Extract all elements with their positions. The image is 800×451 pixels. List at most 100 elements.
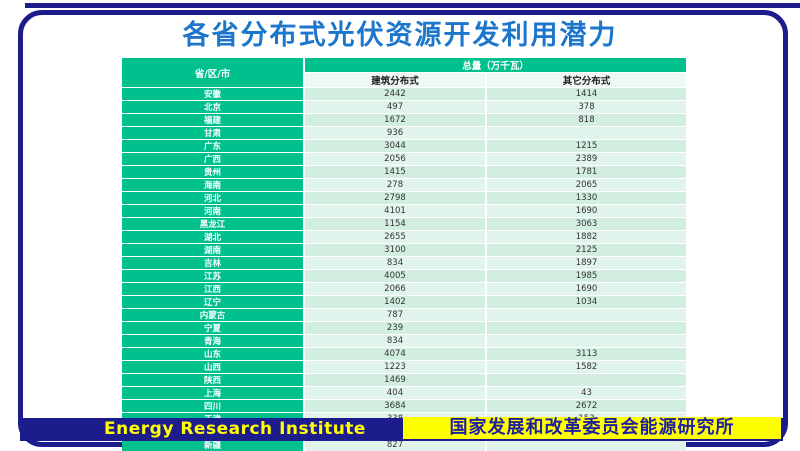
column-header-province: 省/区/市 [122,58,305,88]
province-name-cell: 河北 [122,192,305,205]
building-distributed-value-cell: 3044 [305,140,487,153]
province-name-cell: 江西 [122,283,305,296]
building-distributed-value-cell: 1223 [305,361,487,374]
province-name-cell: 海南 [122,179,305,192]
table-row: 内蒙古 787 [122,309,687,322]
other-distributed-value-cell [487,322,687,335]
other-distributed-value-cell [487,127,687,140]
other-distributed-value-cell: 2672 [487,400,687,413]
other-distributed-value-cell: 3063 [487,218,687,231]
province-name-cell: 陕西 [122,374,305,387]
table-row: 陕西 1469 [122,374,687,387]
building-distributed-value-cell: 4074 [305,348,487,361]
table-row: 四川 3684 2672 [122,400,687,413]
other-distributed-value-cell: 1882 [487,231,687,244]
building-distributed-value-cell: 2798 [305,192,487,205]
table-row: 黑龙江 1154 3063 [122,218,687,231]
table-row: 江苏 4005 1985 [122,270,687,283]
other-distributed-value-cell: 2389 [487,153,687,166]
table-row: 上海 404 43 [122,387,687,400]
province-name-cell: 江苏 [122,270,305,283]
table-row: 河北 2798 1330 [122,192,687,205]
table-row: 海南 278 2065 [122,179,687,192]
building-distributed-value-cell: 497 [305,101,487,114]
table-row: 湖北 2655 1882 [122,231,687,244]
table-row: 甘肃 936 [122,127,687,140]
province-name-cell: 青海 [122,335,305,348]
other-distributed-value-cell: 3113 [487,348,687,361]
building-distributed-value-cell: 2066 [305,283,487,296]
building-distributed-value-cell: 827 [305,439,487,451]
province-name-cell: 宁夏 [122,322,305,335]
province-name-cell: 上海 [122,387,305,400]
footer-institute-name-english: Energy Research Institute [104,419,366,439]
column-header-other-distributed: 其它分布式 [487,73,687,88]
province-name-cell: 内蒙古 [122,309,305,322]
table-row: 福建 1672 818 [122,114,687,127]
province-name-cell: 福建 [122,114,305,127]
province-name-cell: 黑龙江 [122,218,305,231]
province-name-cell: 山西 [122,361,305,374]
table-row: 贵州 1415 1781 [122,166,687,179]
province-name-cell: 广西 [122,153,305,166]
table-row: 湖南 3100 2125 [122,244,687,257]
province-name-cell: 湖北 [122,231,305,244]
column-header-building-distributed: 建筑分布式 [305,73,487,88]
province-name-cell: 安徽 [122,88,305,101]
province-name-cell: 贵州 [122,166,305,179]
table-row: 青海 834 [122,335,687,348]
other-distributed-value-cell: 1690 [487,205,687,218]
table-row: 山东 4074 3113 [122,348,687,361]
column-header-total: 总量（万千瓦） [305,58,687,73]
province-name-cell: 新疆 [122,439,305,451]
province-name-cell: 河南 [122,205,305,218]
building-distributed-value-cell: 278 [305,179,487,192]
pv-potential-table-container: 省/区/市 总量（万千瓦） 建筑分布式 其它分布式 安徽 2442 1414 [122,58,687,451]
table-row: 广东 3044 1215 [122,140,687,153]
other-distributed-value-cell: 43 [487,387,687,400]
building-distributed-value-cell: 834 [305,335,487,348]
building-distributed-value-cell: 1402 [305,296,487,309]
other-distributed-value-cell: 1215 [487,140,687,153]
table-row: 江西 2066 1690 [122,283,687,296]
other-distributed-value-cell [487,335,687,348]
other-distributed-value-cell: 1690 [487,283,687,296]
other-distributed-value-cell: 1034 [487,296,687,309]
building-distributed-value-cell: 3684 [305,400,487,413]
table-row: 山西 1223 1582 [122,361,687,374]
other-distributed-value-cell: 1330 [487,192,687,205]
table-body: 安徽 2442 1414 北京 497 378 福建 1672 818 [122,88,687,451]
other-distributed-value-cell: 1985 [487,270,687,283]
other-distributed-value-cell: 1582 [487,361,687,374]
building-distributed-value-cell: 1469 [305,374,487,387]
other-distributed-value-cell: 2125 [487,244,687,257]
building-distributed-value-cell: 1154 [305,218,487,231]
other-distributed-value-cell: 378 [487,101,687,114]
top-accent-line [25,3,800,8]
building-distributed-value-cell: 4101 [305,205,487,218]
table-row: 辽宁 1402 1034 [122,296,687,309]
other-distributed-value-cell: 1414 [487,88,687,101]
province-name-cell: 甘肃 [122,127,305,140]
other-distributed-value-cell: 818 [487,114,687,127]
other-distributed-value-cell: 2065 [487,179,687,192]
table-row: 广西 2056 2389 [122,153,687,166]
building-distributed-value-cell: 1672 [305,114,487,127]
building-distributed-value-cell: 787 [305,309,487,322]
other-distributed-value-cell: 1897 [487,257,687,270]
building-distributed-value-cell: 4005 [305,270,487,283]
other-distributed-value-cell [487,309,687,322]
table-row: 河南 4101 1690 [122,205,687,218]
province-name-cell: 山东 [122,348,305,361]
building-distributed-value-cell: 2655 [305,231,487,244]
building-distributed-value-cell: 3100 [305,244,487,257]
province-name-cell: 辽宁 [122,296,305,309]
table-row: 新疆 827 [122,439,687,451]
footer-institute-name-chinese: 国家发展和改革委员会能源研究所 [403,417,781,439]
table-row: 吉林 834 1897 [122,257,687,270]
building-distributed-value-cell: 2056 [305,153,487,166]
province-name-cell: 北京 [122,101,305,114]
table-row: 宁夏 239 [122,322,687,335]
building-distributed-value-cell: 239 [305,322,487,335]
